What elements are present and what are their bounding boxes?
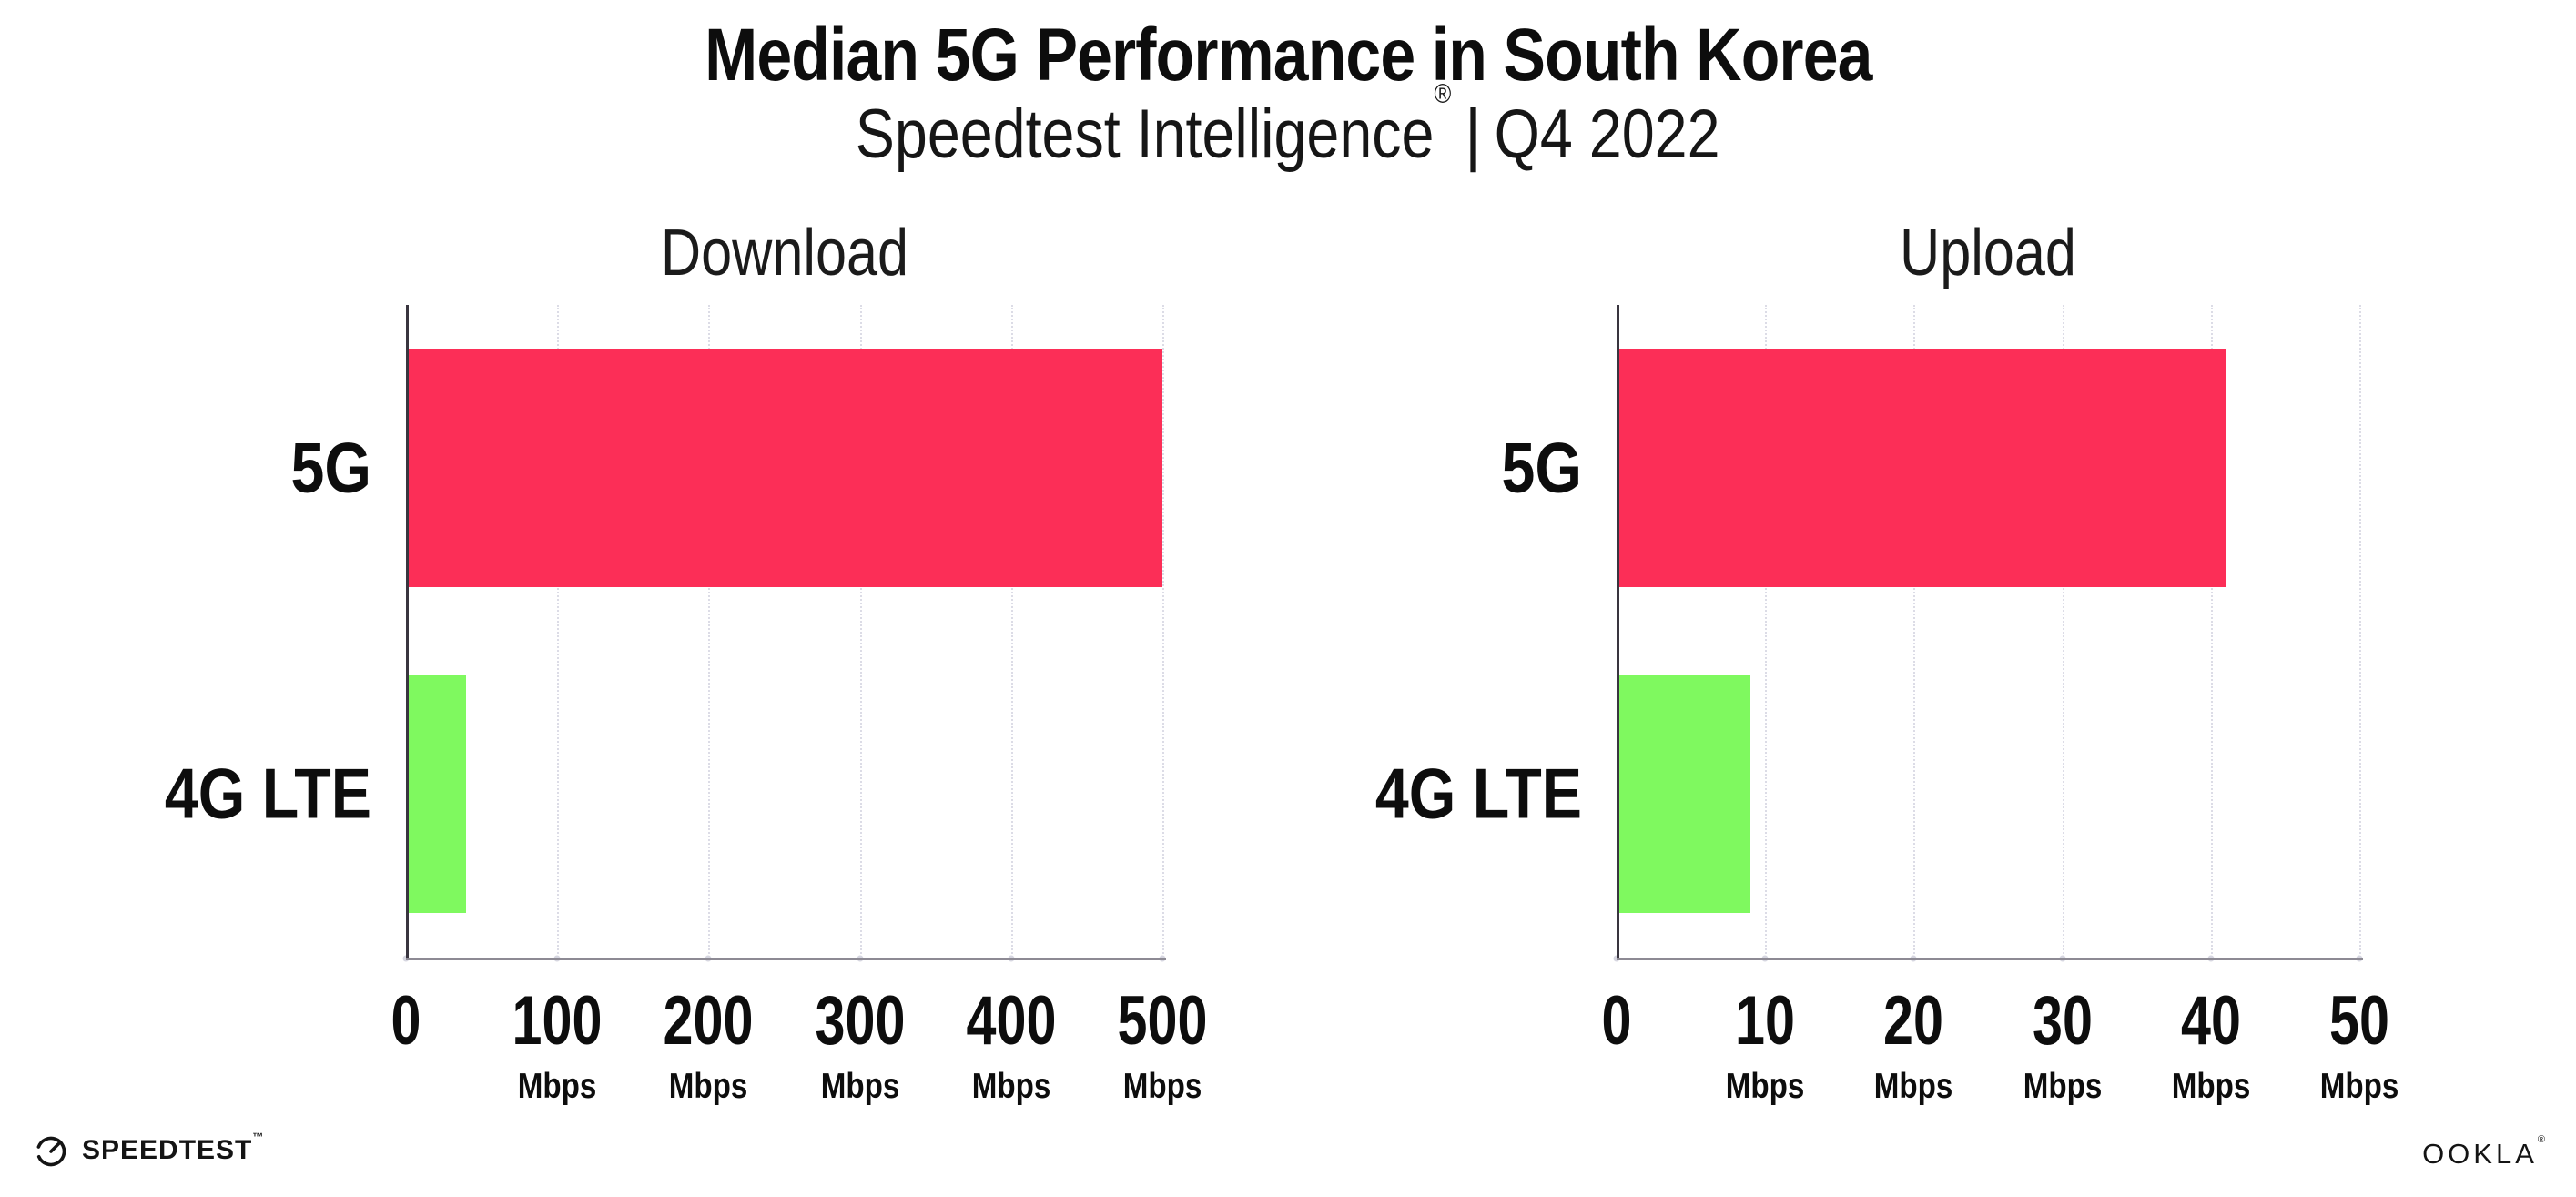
x-tick-label-0: 0: [1601, 982, 1632, 1060]
subtitle-separator: |: [1465, 96, 1481, 173]
bar-4g-lte: [1619, 675, 1750, 913]
x-tick-label-10: 10: [1735, 982, 1796, 1060]
x-tick-label-40: 40: [2180, 982, 2241, 1060]
gridline-20: [1913, 305, 1916, 958]
x-tick-unit-label: Mbps: [2171, 1067, 2251, 1106]
category-label-4g-lte: 4G LTE: [164, 753, 371, 834]
gridline-10: [1765, 305, 1768, 958]
page-title-text: Median 5G Performance in South Korea: [704, 14, 1872, 96]
x-tick-label-500: 500: [1117, 982, 1208, 1060]
speedtest-gauge-icon: [35, 1136, 66, 1167]
bar-4g-lte: [409, 675, 467, 913]
x-tick-unit-label: Mbps: [820, 1067, 899, 1106]
registered-mark: ®: [2537, 1133, 2545, 1145]
x-tick-label-20: 20: [1883, 982, 1944, 1060]
x-tick-unit-label: Mbps: [1122, 1067, 1202, 1106]
x-tick-unit-label: Mbps: [2319, 1067, 2399, 1106]
subtitle-period: Q4 2022: [1495, 96, 1720, 173]
x-tick-label-50: 50: [2329, 982, 2389, 1060]
ookla-logo: OOKLA®: [2422, 1134, 2545, 1171]
speedtest-logo-text: SPEEDTEST™: [82, 1131, 265, 1165]
category-label-5g: 5G: [290, 427, 371, 508]
x-tick-unit-label: Mbps: [517, 1067, 597, 1106]
page-subtitle: Speedtest Intelligence® | Q4 2022: [0, 79, 2576, 174]
x-tick-unit-label: Mbps: [1725, 1067, 1805, 1106]
x-tick-label-200: 200: [663, 982, 754, 1060]
bar-5g: [409, 349, 1162, 587]
subtitle-brand: Speedtest Intelligence: [856, 96, 1435, 173]
registered-mark: ®: [1434, 78, 1452, 109]
x-axis: [1617, 958, 2363, 960]
page-title: Median 5G Performance in South Korea: [0, 13, 2576, 98]
speedtest-logo: SPEEDTEST™: [33, 1131, 265, 1169]
x-tick-unit-label: Mbps: [1874, 1067, 1953, 1106]
upload-chart-title: Upload: [1900, 217, 2076, 289]
category-label-4g-lte: 4G LTE: [1374, 753, 1582, 834]
x-tick-label-0: 0: [390, 982, 421, 1060]
x-tick-unit-label: Mbps: [971, 1067, 1051, 1106]
page-subtitle-text: Speedtest Intelligence® | Q4 2022: [856, 79, 1720, 174]
gridline-500: [1162, 305, 1164, 958]
y-axis: [406, 305, 409, 958]
gridline-50: [2359, 305, 2361, 958]
x-tick-unit-label: Mbps: [2023, 1067, 2102, 1106]
x-tick-label-30: 30: [2032, 982, 2093, 1060]
download-chart-title: Download: [660, 217, 908, 289]
bar-5g: [1619, 349, 2226, 587]
x-tick-label-400: 400: [966, 982, 1057, 1060]
ookla-logo-text: OOKLA: [2422, 1138, 2538, 1170]
download-chart: Download 0 100 Mbps 200 Mbps 300 Mbps 400 Mbps 500…: [165, 217, 1208, 1106]
gridline-200: [708, 305, 711, 958]
gridline-400: [1010, 305, 1013, 958]
x-tick-label-100: 100: [512, 982, 603, 1060]
trademark-mark: ™: [252, 1131, 265, 1143]
upload-chart: Upload 0 10 Mbps 20 Mbps 30 Mbps 40 Mbps 50 Mbps 5G 4…: [1375, 217, 2399, 1106]
x-tick-label-300: 300: [815, 982, 906, 1060]
gridline-30: [2062, 305, 2064, 958]
x-tick-unit-label: Mbps: [669, 1067, 748, 1106]
gridline-40: [2210, 305, 2213, 958]
gridline-300: [859, 305, 862, 958]
gridline-100: [557, 305, 560, 958]
y-axis: [1617, 305, 1619, 958]
category-label-5g: 5G: [1501, 427, 1582, 508]
x-axis: [406, 958, 1166, 960]
